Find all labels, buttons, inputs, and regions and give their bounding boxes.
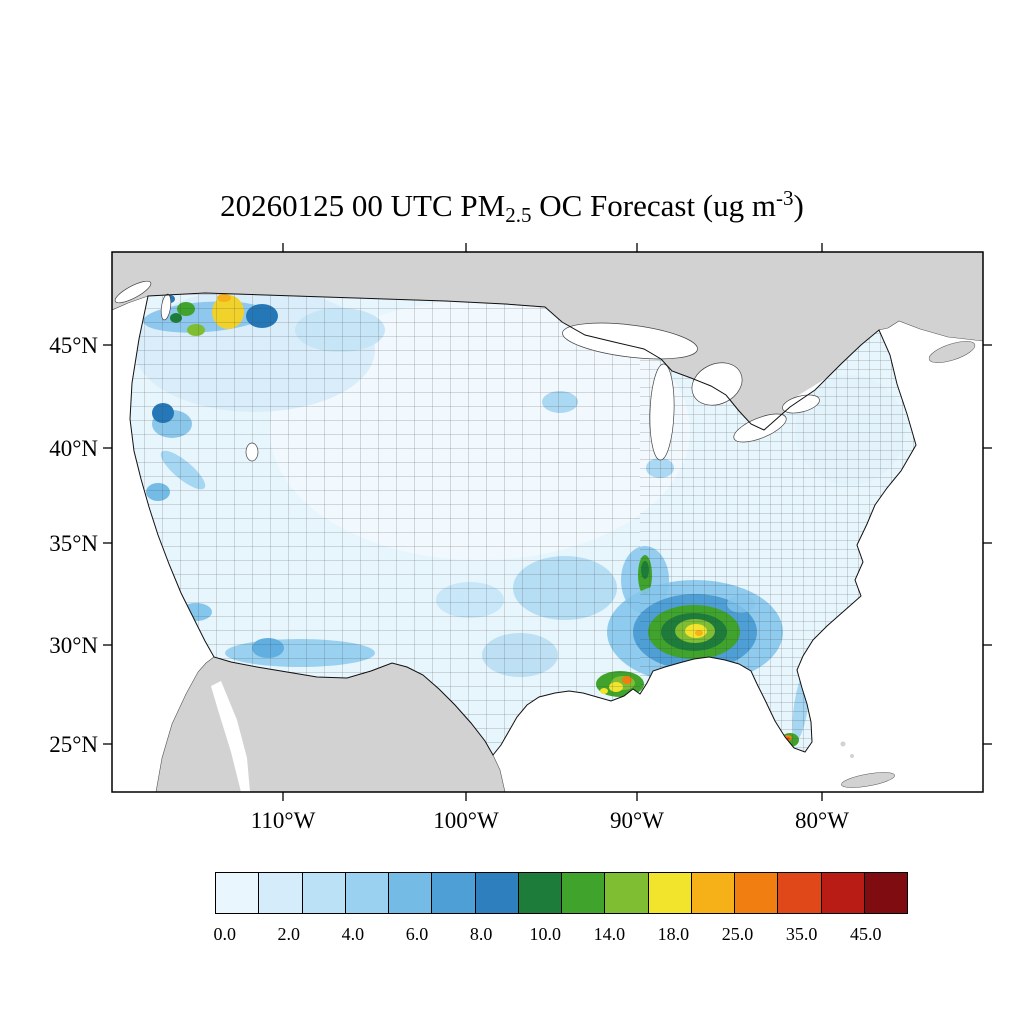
lat-label: 30°N — [49, 633, 98, 658]
colorbar-segment — [216, 873, 260, 913]
colorbar — [215, 872, 908, 914]
colorbar-tick-label: 14.0 — [593, 924, 626, 944]
axis-ticks — [103, 243, 992, 801]
colorbar-segment — [302, 873, 346, 913]
colorbar-segment — [864, 873, 907, 913]
colorbar-segment — [605, 873, 649, 913]
strait-of-georgia — [114, 280, 152, 304]
colorbar-segment — [345, 873, 389, 913]
colorbar-tick-label: 8.0 — [469, 924, 493, 944]
us-outline — [129, 292, 917, 756]
colorbar-segment — [735, 873, 779, 913]
great-salt-lake — [245, 442, 259, 462]
colorbar-segment — [691, 873, 735, 913]
colorbar-segment — [475, 873, 519, 913]
gulf-of-california — [211, 681, 250, 792]
colorbar-tick-label: 10.0 — [529, 924, 561, 944]
colorbar-tick-label: 35.0 — [785, 924, 818, 944]
colorbar-labels: 0.0 2.0 4.0 6.0 8.0 10.0 14.0 18.0 25.0 35.0 45.0 — [213, 924, 908, 948]
nova-scotia-region — [928, 341, 976, 363]
colorbar-tick-label: 25.0 — [721, 924, 754, 944]
lat-label: 35°N — [49, 531, 98, 556]
lake-michigan — [649, 363, 675, 461]
colorbar-tick-label: 45.0 — [849, 924, 882, 944]
plot-border — [111, 251, 984, 793]
colorbar-segment — [259, 873, 303, 913]
lon-label: 80°W — [795, 808, 849, 833]
lon-label: 100°W — [433, 808, 499, 833]
lake-superior — [562, 322, 698, 360]
colorbar-segment — [562, 873, 606, 913]
lat-label: 40°N — [49, 436, 98, 461]
bahamas-island — [850, 754, 854, 758]
title-superscript: -3 — [776, 186, 794, 210]
lon-label: 90°W — [610, 808, 664, 833]
puget-sound — [160, 293, 172, 321]
colorbar-segment — [778, 873, 822, 913]
colorbar-tick-label: 0.0 — [213, 924, 236, 944]
lake-huron — [691, 362, 743, 406]
lat-label: 25°N — [49, 732, 98, 757]
lat-label: 45°N — [49, 333, 98, 358]
title-middle: OC Forecast (ug m — [531, 188, 776, 223]
page-title: 20260125 00 UTC PM2.5 OC Forecast (ug m-… — [0, 186, 1024, 228]
colorbar-tick-label: 18.0 — [657, 924, 690, 944]
colorbar-segment — [821, 873, 865, 913]
colorbar-segment — [432, 873, 476, 913]
colorbar-tick-label: 6.0 — [405, 924, 429, 944]
title-suffix: ) — [793, 188, 804, 223]
colorbar-tick-label: 4.0 — [341, 924, 365, 944]
lon-label: 110°W — [251, 808, 316, 833]
bahamas-island — [840, 741, 846, 747]
colorbar-segment — [389, 873, 433, 913]
colorbar-tick-label: 2.0 — [277, 924, 301, 944]
axis-labels: 45°N 40°N 35°N 30°N 25°N 110°W 100°W 90°… — [49, 333, 849, 833]
lake-ontario — [782, 394, 820, 414]
cuba-region — [841, 772, 895, 788]
colorbar-segment — [648, 873, 692, 913]
title-prefix: 20260125 00 UTC PM — [220, 188, 506, 223]
colorbar-segment — [518, 873, 562, 913]
title-subscript: 2.5 — [505, 203, 532, 227]
